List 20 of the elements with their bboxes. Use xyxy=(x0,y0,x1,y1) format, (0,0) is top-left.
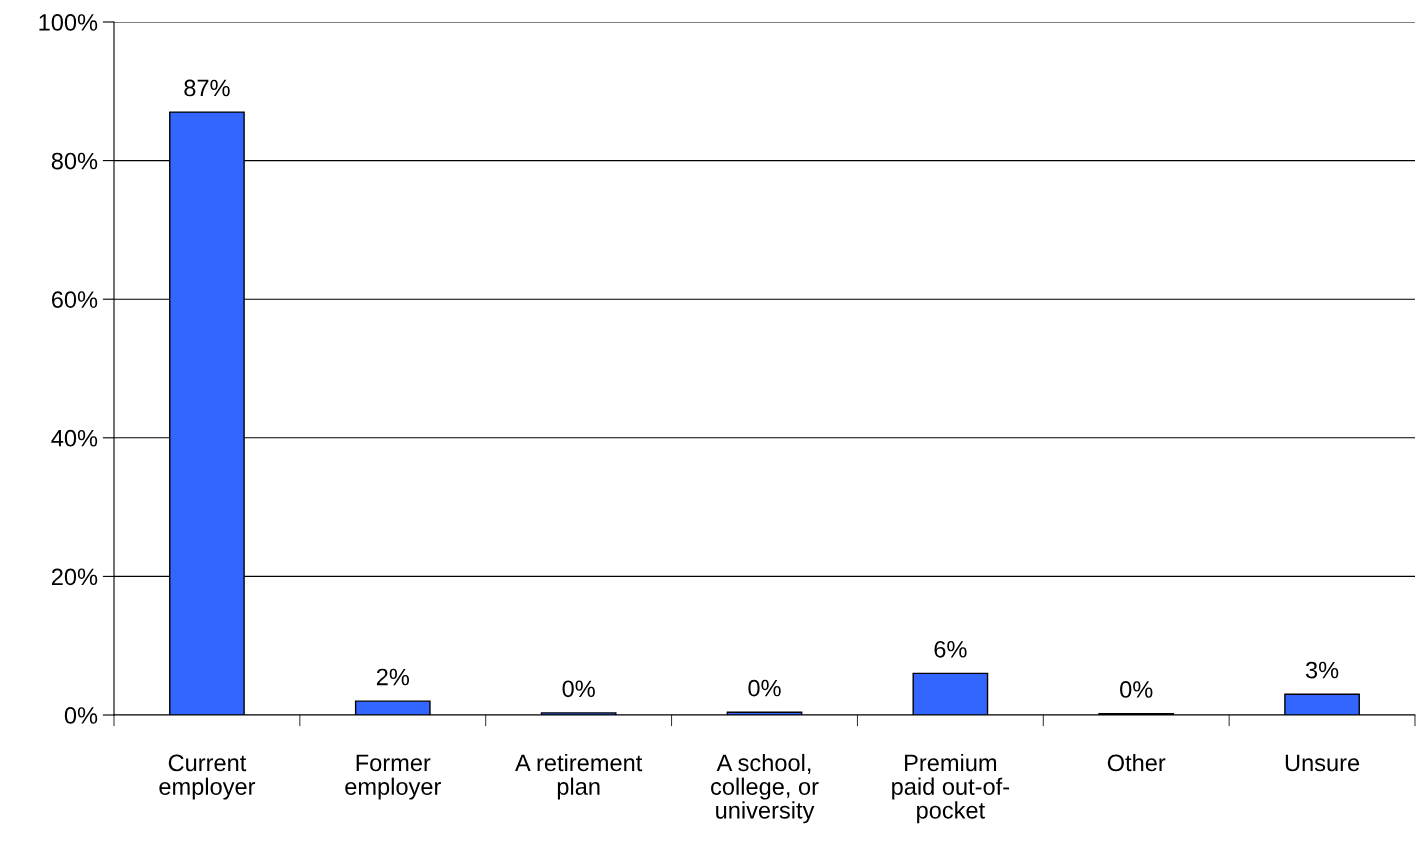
x-tick-label: Unsure xyxy=(1285,754,1360,772)
y-tick-label: 60% xyxy=(51,291,98,308)
data-label: 2% xyxy=(376,668,410,686)
y-tick-label: 20% xyxy=(51,568,98,586)
data-label: 3% xyxy=(1305,661,1339,679)
x-tick-label: Premium paid out-of- pocket xyxy=(892,753,1010,824)
y-tick-label: 0% xyxy=(64,707,98,724)
data-label: 0% xyxy=(748,679,781,697)
y-tick-label: 40% xyxy=(51,429,98,447)
y-tick-label: 80% xyxy=(51,152,98,170)
x-tick-label: Other xyxy=(1107,753,1166,772)
x-tick-label: A school, college, or university xyxy=(711,753,819,824)
data-label: 6% xyxy=(934,640,967,658)
data-label: 0% xyxy=(562,680,595,698)
data-label: 87% xyxy=(184,79,230,97)
y-tick-label: 100% xyxy=(39,14,98,31)
x-tick-label: A retirement plan xyxy=(515,753,643,800)
x-tick-label: Former employer xyxy=(345,754,441,800)
x-tick-label: Current employer xyxy=(159,754,256,800)
data-label: 0% xyxy=(1120,681,1153,698)
